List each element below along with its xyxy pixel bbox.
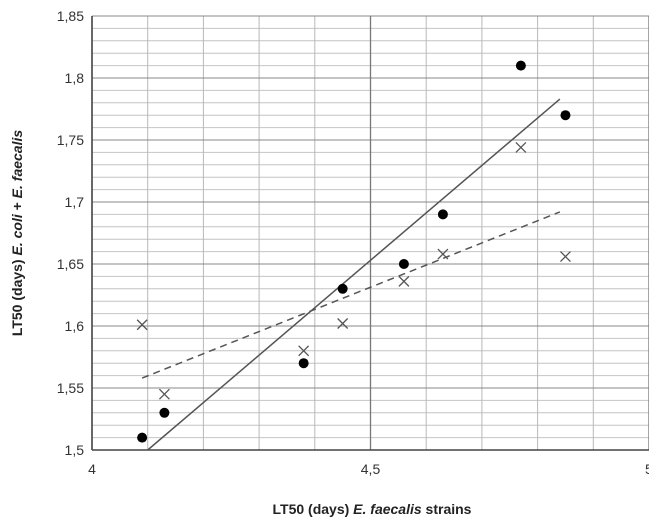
data-point-circle (560, 110, 571, 121)
trendline-solid (147, 98, 561, 451)
axis-label-part: LT50 (days) (9, 256, 25, 337)
y-tick-label: 1,65 (57, 256, 84, 272)
y-tick-label: 1,85 (57, 8, 84, 24)
x-tick-label: 5 (645, 461, 649, 477)
grid (91, 15, 649, 451)
y-axis-label: LT50 (days) E. coli + E. faecalis (9, 130, 25, 337)
x-marker-stroke (298, 345, 310, 357)
y-tick-label: 1,5 (65, 442, 85, 458)
axis-label-part: E. faecalis (353, 501, 422, 517)
axis-label-part: E. faecalis (9, 130, 25, 199)
data-point-x (337, 318, 349, 329)
x-marker-stroke (398, 275, 410, 287)
x-marker-stroke (337, 318, 349, 329)
x-marker-stroke (437, 248, 449, 260)
data-points (136, 60, 571, 443)
data-point-circle (398, 259, 409, 269)
x-tick-label: 4 (88, 461, 96, 477)
x-marker-stroke (559, 251, 571, 263)
data-point-circle (159, 407, 170, 418)
data-point-circle (437, 209, 448, 220)
y-tick-label: 1,6 (65, 318, 85, 334)
data-point-x (437, 248, 449, 260)
axis-label-part: E. coli (9, 213, 25, 255)
trendlines (141, 98, 561, 451)
data-point-x (398, 275, 410, 287)
tick-labels: 1,5 1,55 1,6 1,65 1,7 1,75 1,8 1,85 4 4,5 5 (57, 8, 649, 477)
data-point-x (158, 388, 170, 400)
data-point-x (515, 141, 527, 153)
data-point-circle (137, 432, 148, 443)
x-marker-stroke (158, 388, 170, 400)
axis-label-part: strains (422, 501, 472, 517)
y-tick-label: 1,55 (57, 380, 84, 396)
trendline-dashed (141, 211, 561, 379)
x-marker-stroke (136, 319, 148, 331)
x-tick-label: 4,5 (361, 461, 381, 477)
x-marker-stroke (515, 141, 527, 153)
y-tick-label: 1,75 (57, 132, 84, 148)
axis-label-part: + (9, 198, 25, 214)
data-point-circle (515, 60, 526, 71)
data-point-x (559, 251, 571, 263)
data-point-x (298, 345, 310, 357)
data-point-circle (298, 358, 309, 369)
y-tick-label: 1,8 (65, 70, 85, 86)
axis-label-part: LT50 (days) (273, 501, 354, 517)
data-point-circle (337, 283, 348, 294)
y-tick-label: 1,7 (65, 194, 85, 210)
x-axis-label: LT50 (days) E. faecalis strains (273, 501, 472, 517)
data-point-x (136, 319, 148, 331)
